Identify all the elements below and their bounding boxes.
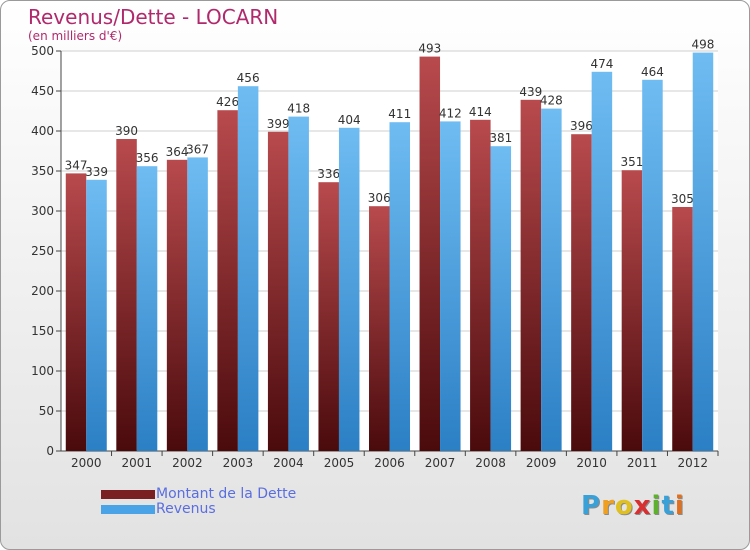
data-label: 418 [287, 102, 310, 116]
x-tick-label: 2009 [526, 456, 557, 470]
bar-dette [116, 139, 137, 451]
data-label: 414 [469, 105, 492, 119]
logo-letter: x [633, 491, 652, 521]
y-tick-label: 450 [31, 84, 54, 98]
chart-subtitle: (en milliers d'€) [28, 29, 123, 43]
x-tick-label: 2000 [71, 456, 102, 470]
data-label: 339 [85, 165, 108, 179]
y-tick-label: 300 [31, 204, 54, 218]
bar-dette [318, 182, 339, 451]
data-label: 364 [166, 145, 189, 159]
bar-dette [65, 173, 87, 451]
y-tick-label: 400 [31, 124, 54, 138]
x-tick-label: 2010 [576, 456, 607, 470]
x-tick-label: 2001 [122, 456, 153, 470]
logo-letter: t [661, 491, 675, 521]
y-tick-label: 100 [31, 364, 54, 378]
bar-dette [672, 207, 693, 451]
bar-revenus [692, 52, 714, 451]
x-tick-label: 2011 [627, 456, 658, 470]
y-tick-label: 150 [31, 324, 54, 338]
x-tick-label: 2004 [273, 456, 304, 470]
bar-dette [267, 131, 289, 452]
data-label: 336 [317, 167, 340, 181]
bar-revenus [591, 71, 613, 452]
bar-revenus [490, 146, 512, 451]
legend-swatch-dette [101, 490, 155, 499]
data-label: 351 [620, 155, 643, 169]
logo-letter: P [581, 491, 602, 521]
legend-swatch-revenus [101, 505, 155, 514]
data-label: 498 [692, 38, 715, 52]
data-label: 356 [136, 151, 159, 165]
bar-dette [217, 110, 238, 451]
bar-dette [369, 206, 390, 451]
logo-letter: o [614, 491, 634, 521]
legend-label-dette: Montant de la Dette [156, 486, 297, 502]
bar-dette [621, 170, 643, 451]
y-tick-label: 200 [31, 284, 54, 298]
y-tick-label: 250 [31, 244, 54, 258]
x-tick-label: 2006 [374, 456, 405, 470]
logo-letter: i [674, 491, 685, 521]
data-label: 464 [641, 65, 664, 79]
data-label: 474 [590, 57, 613, 71]
bar-dette [571, 134, 592, 451]
data-label: 411 [388, 107, 411, 121]
data-label: 396 [570, 119, 593, 133]
data-label: 381 [489, 131, 512, 145]
logo-letter: i [651, 491, 662, 521]
logo-letter: r [601, 491, 615, 521]
data-label: 456 [237, 71, 260, 85]
data-label: 347 [65, 158, 88, 172]
legend-label-revenus: Revenus [156, 501, 216, 517]
data-label: 493 [418, 42, 441, 56]
y-tick-label: 50 [39, 404, 54, 418]
bar-dette [166, 159, 188, 452]
y-tick-label: 0 [46, 444, 54, 458]
bar-revenus [136, 166, 158, 451]
bar-revenus [440, 121, 461, 452]
data-label: 367 [186, 142, 209, 156]
data-label: 412 [439, 106, 462, 120]
data-label: 305 [671, 192, 694, 206]
bar-revenus [288, 116, 309, 451]
bar-dette [470, 119, 491, 452]
bar-revenus [187, 157, 208, 451]
bar-revenus [541, 108, 562, 451]
bar-dette [419, 56, 441, 451]
bar-revenus [389, 122, 410, 451]
chart-title: Revenus/Dette - LOCARN [28, 5, 279, 29]
y-tick-label: 350 [31, 164, 54, 178]
data-label: 428 [540, 94, 563, 108]
bar-revenus [237, 86, 259, 451]
data-label: 399 [267, 117, 290, 131]
bar-dette [520, 99, 542, 452]
x-tick-label: 2007 [425, 456, 456, 470]
data-label: 439 [519, 85, 542, 99]
data-label: 426 [216, 95, 239, 109]
proxiti-logo: Proxiti [581, 491, 685, 521]
x-tick-label: 2002 [172, 456, 203, 470]
bar-revenus [86, 179, 107, 452]
bar-revenus [338, 127, 360, 452]
x-tick-label: 2008 [475, 456, 506, 470]
bar-revenus [642, 79, 663, 452]
data-label: 390 [115, 124, 138, 138]
x-tick-label: 2012 [677, 456, 708, 470]
data-label: 404 [338, 113, 361, 127]
data-label: 306 [368, 191, 391, 205]
y-tick-label: 500 [31, 44, 54, 58]
x-tick-label: 2005 [324, 456, 355, 470]
x-tick-label: 2003 [223, 456, 254, 470]
